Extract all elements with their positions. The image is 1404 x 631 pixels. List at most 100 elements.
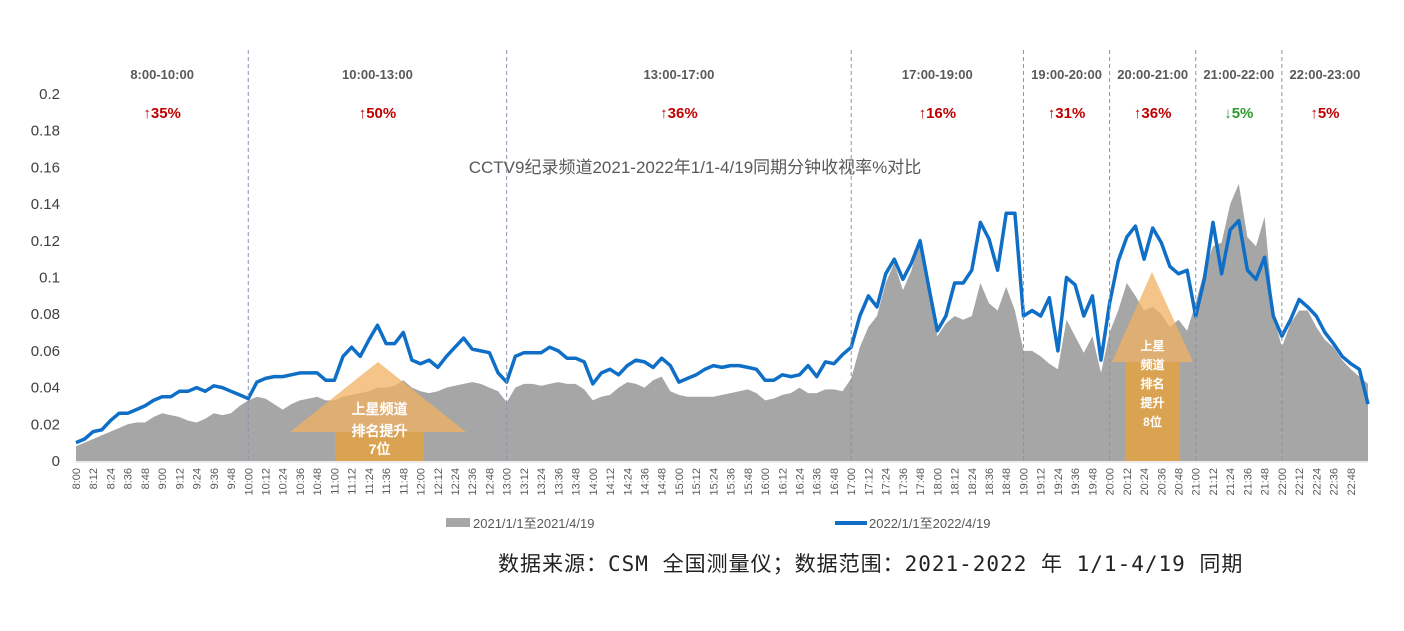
x-tick-label: 20:36 bbox=[1156, 468, 1168, 496]
period-change: ↑50% bbox=[359, 105, 397, 122]
x-tick-label: 10:00 bbox=[243, 468, 255, 496]
x-tick-label: 9:00 bbox=[157, 468, 169, 489]
x-tick-label: 21:36 bbox=[1242, 468, 1254, 496]
x-tick-label: 16:48 bbox=[829, 468, 841, 496]
x-tick-label: 9:36 bbox=[209, 468, 221, 489]
annotation-text: 8位 bbox=[1143, 414, 1162, 429]
period-label: 17:00-19:00 bbox=[902, 67, 973, 82]
period-label: 20:00-21:00 bbox=[1117, 67, 1188, 82]
x-tick-label: 11:48 bbox=[398, 468, 410, 495]
x-tick-label: 13:00 bbox=[502, 468, 514, 496]
x-tick-label: 18:36 bbox=[984, 468, 996, 496]
line-2022 bbox=[75, 211, 1370, 445]
x-tick-label: 20:48 bbox=[1174, 468, 1186, 496]
x-tick-label: 15:00 bbox=[674, 468, 686, 496]
x-tick-label: 19:00 bbox=[1018, 468, 1030, 496]
period-labels: 8:00-10:00 ↑35% 10:00-13:00 ↑50% 13:00-17:00… bbox=[130, 67, 1360, 122]
x-tick-label: 16:12 bbox=[777, 468, 789, 496]
x-tick-label: 20:12 bbox=[1122, 468, 1134, 496]
arrow-shaft bbox=[1125, 362, 1180, 461]
x-tick-label: 15:24 bbox=[708, 468, 720, 496]
x-tick-label: 8:48 bbox=[140, 468, 152, 489]
x-tick-label: 21:24 bbox=[1225, 468, 1237, 496]
period-dividers bbox=[247, 50, 1283, 461]
x-tick-label: 14:12 bbox=[605, 468, 617, 496]
line-series-2022 bbox=[75, 211, 1370, 445]
x-tick-label: 10:48 bbox=[312, 468, 324, 496]
x-tick-label: 13:36 bbox=[553, 468, 565, 496]
y-tick-label: 0.06 bbox=[31, 343, 60, 360]
y-tick-label: 0.02 bbox=[31, 416, 60, 433]
x-tick-label: 11:36 bbox=[381, 468, 393, 495]
period-change: ↑5% bbox=[1310, 105, 1339, 122]
period-change: ↑16% bbox=[919, 105, 957, 122]
x-tick-label: 17:36 bbox=[898, 468, 910, 496]
x-tick-label: 10:12 bbox=[260, 468, 272, 496]
x-tick-label: 20:24 bbox=[1139, 468, 1151, 496]
x-tick-label: 17:12 bbox=[863, 468, 875, 496]
period-change: ↑31% bbox=[1048, 105, 1086, 122]
x-tick-label: 17:48 bbox=[915, 468, 927, 496]
x-tick-label: 15:48 bbox=[743, 468, 755, 496]
chart-title: CCTV9纪录频道2021-2022年1/1-4/19同期分钟收视率%对比 bbox=[469, 158, 922, 177]
x-tick-label: 22:24 bbox=[1311, 468, 1323, 496]
x-tick-label: 19:36 bbox=[1070, 468, 1082, 496]
period-label: 21:00-22:00 bbox=[1203, 67, 1274, 82]
x-tick-label: 21:12 bbox=[1208, 468, 1220, 496]
x-tick-label: 12:12 bbox=[433, 468, 445, 496]
x-tick-label: 18:24 bbox=[967, 468, 979, 496]
x-tick-label: 12:36 bbox=[467, 468, 479, 496]
x-tick-label: 15:12 bbox=[691, 468, 703, 496]
x-tick-label: 9:12 bbox=[174, 468, 186, 489]
x-tick-label: 19:12 bbox=[1036, 468, 1048, 496]
x-tick-label: 18:00 bbox=[932, 468, 944, 496]
x-tick-label: 17:24 bbox=[881, 468, 893, 496]
x-tick-label: 12:24 bbox=[450, 468, 462, 496]
annotation-text: 上星 bbox=[1140, 338, 1164, 353]
x-tick-label: 15:36 bbox=[726, 468, 738, 496]
legend-label-2021: 2021/1/1至2021/4/19 bbox=[473, 516, 594, 531]
y-tick-label: 0.08 bbox=[31, 306, 60, 323]
x-tick-label: 22:36 bbox=[1329, 468, 1341, 496]
x-tick-label: 10:36 bbox=[295, 468, 307, 496]
x-tick-label: 22:48 bbox=[1346, 468, 1358, 496]
y-tick-label: 0.2 bbox=[39, 86, 60, 103]
x-tick-label: 10:24 bbox=[278, 468, 290, 496]
period-label: 19:00-20:00 bbox=[1031, 67, 1102, 82]
y-tick-label: 0.16 bbox=[31, 159, 60, 176]
legend-label-2022: 2022/1/1至2022/4/19 bbox=[869, 516, 990, 531]
annotation-text: 提升 bbox=[1140, 395, 1164, 410]
period-label: 22:00-23:00 bbox=[1290, 67, 1361, 82]
period-label: 10:00-13:00 bbox=[342, 67, 413, 82]
period-label: 8:00-10:00 bbox=[130, 67, 194, 82]
x-tick-label: 17:00 bbox=[846, 468, 858, 496]
y-tick-label: 0.04 bbox=[31, 380, 60, 397]
x-tick-label: 14:24 bbox=[622, 468, 634, 496]
x-tick-label: 11:24 bbox=[364, 468, 376, 495]
legend: 2021/1/1至2021/4/19 2022/1/1至2022/4/19 bbox=[446, 516, 990, 531]
annotation-text: 排名 bbox=[1140, 376, 1164, 391]
x-tick-label: 8:00 bbox=[71, 468, 83, 489]
y-tick-label: 0.1 bbox=[39, 270, 60, 287]
annotation-text: 上星频道 bbox=[352, 401, 408, 417]
x-tick-label: 16:00 bbox=[760, 468, 772, 496]
period-change: ↑36% bbox=[1134, 105, 1172, 122]
x-tick-label: 22:12 bbox=[1294, 468, 1306, 496]
x-tick-label: 18:12 bbox=[950, 468, 962, 496]
x-tick-label: 13:24 bbox=[536, 468, 548, 496]
period-change: ↓5% bbox=[1224, 105, 1253, 122]
x-tick-label: 14:48 bbox=[657, 468, 669, 496]
x-tick-label: 19:48 bbox=[1087, 468, 1099, 496]
x-tick-label: 9:24 bbox=[192, 468, 204, 489]
x-tick-label: 16:24 bbox=[795, 468, 807, 496]
x-tick-label: 19:24 bbox=[1053, 468, 1065, 496]
x-tick-label: 12:48 bbox=[484, 468, 496, 496]
y-axis: 0 0.02 0.04 0.06 0.08 0.1 0.12 0.14 0.16 0.18 0.2 bbox=[31, 86, 60, 470]
annotation-text: 排名提升 bbox=[352, 423, 408, 439]
annotation-text: 7位 bbox=[369, 441, 391, 457]
x-tick-label: 13:12 bbox=[519, 468, 531, 496]
